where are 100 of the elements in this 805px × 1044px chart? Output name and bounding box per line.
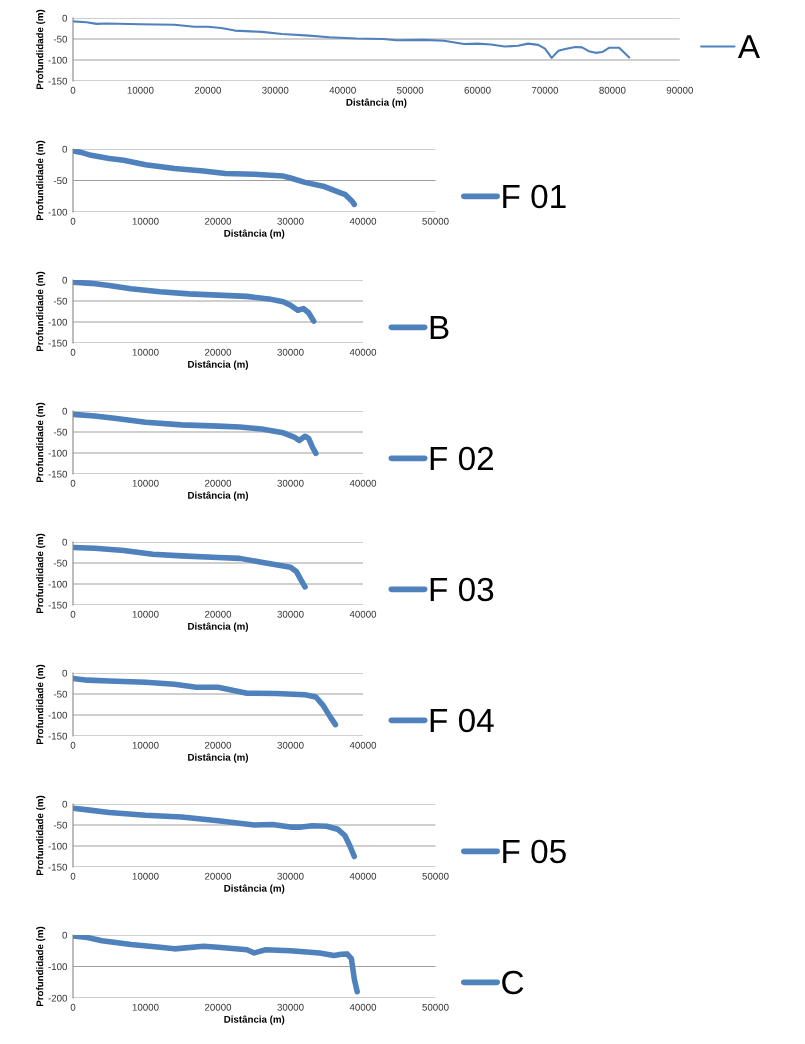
legend-label: F 05 — [503, 839, 566, 864]
y-tick-label: -150 — [48, 339, 68, 347]
y-tick-label: -100 — [48, 963, 68, 971]
y-tick-label: 0 — [62, 14, 68, 22]
y-tick-label: 0 — [62, 145, 68, 153]
y-tick-label: -100 — [48, 711, 68, 719]
y-tick-label: -200 — [48, 994, 68, 1002]
y-tick-label: -50 — [53, 35, 68, 43]
y-tick-label: -100 — [48, 449, 68, 457]
x-tick-label: 30000 — [277, 348, 304, 356]
y-axis-title: Profundidade (m) — [36, 664, 46, 745]
legend-label: F 01 — [503, 184, 566, 209]
legend-label: F 04 — [430, 708, 494, 733]
x-tick-label: 40000 — [349, 1003, 377, 1011]
y-axis-title: Profundidade (m) — [36, 9, 46, 90]
y-tick-label: -50 — [53, 297, 68, 305]
y-tick-label: -150 — [48, 601, 68, 609]
x-tick-label: 20000 — [204, 479, 232, 487]
x-tick-label: 50000 — [397, 86, 424, 94]
x-tick-label: 10000 — [132, 1003, 159, 1011]
legend-label: A — [737, 35, 760, 59]
x-tick-label: 20000 — [204, 348, 232, 356]
x-tick-label: 40000 — [349, 872, 377, 880]
legend-label: B — [430, 316, 449, 340]
y-tick-label: -100 — [48, 318, 68, 326]
y-axis-title: Profundidade (m) — [36, 140, 46, 221]
legend-label: F 02 — [430, 446, 494, 471]
x-tick-label: 20000 — [204, 610, 232, 618]
x-tick-label: 20000 — [204, 217, 232, 225]
x-tick-label: 40000 — [349, 610, 377, 618]
line-series — [73, 20, 631, 59]
x-axis-title: Distância (m) — [224, 229, 285, 239]
y-axis-title: Profundidade (m) — [36, 402, 46, 483]
x-tick-label: 20000 — [194, 86, 221, 94]
y-tick-label: -100 — [48, 56, 68, 64]
x-tick-label: 30000 — [277, 872, 304, 880]
x-tick-label: 20000 — [204, 1003, 232, 1011]
y-tick-label: 0 — [62, 276, 68, 284]
x-tick-label: 40000 — [349, 479, 377, 487]
y-tick-label: 0 — [62, 931, 68, 939]
x-axis-title: Distância (m) — [188, 360, 249, 370]
y-tick-label: -150 — [48, 470, 68, 478]
x-tick-label: 20000 — [204, 872, 232, 880]
legend-label: C — [502, 970, 524, 995]
x-tick-label: 0 — [70, 348, 76, 356]
x-tick-label: 10000 — [127, 86, 154, 94]
x-tick-label: 0 — [70, 1003, 76, 1011]
y-tick-label: 0 — [62, 407, 68, 415]
y-tick-label: -50 — [53, 428, 68, 436]
y-tick-label: -100 — [48, 208, 68, 216]
y-tick-label: -100 — [48, 580, 68, 588]
legend-label: F 03 — [430, 577, 494, 602]
x-tick-label: 10000 — [132, 348, 159, 356]
x-axis-title: Distância (m) — [188, 622, 249, 632]
x-tick-label: 10000 — [132, 872, 159, 880]
x-tick-label: 10000 — [132, 479, 159, 487]
x-axis-title: Distância (m) — [346, 98, 407, 108]
x-tick-label: 30000 — [277, 479, 304, 487]
x-tick-label: 40000 — [349, 741, 377, 749]
x-axis-title: Distância (m) — [188, 491, 249, 501]
y-tick-label: -50 — [53, 177, 68, 185]
x-tick-label: 10000 — [132, 610, 159, 618]
x-tick-label: 90000 — [666, 86, 693, 94]
y-axis-title: Profundidade (m) — [36, 926, 46, 1007]
x-tick-label: 30000 — [277, 741, 304, 749]
x-axis-title: Distância (m) — [224, 884, 285, 894]
x-tick-label: 40000 — [349, 348, 377, 356]
y-tick-label: -100 — [48, 842, 68, 850]
x-axis-title: Distância (m) — [188, 753, 249, 763]
x-tick-label: 0 — [70, 86, 76, 94]
x-tick-label: 30000 — [277, 217, 304, 225]
y-tick-label: -50 — [53, 559, 68, 567]
y-axis-title: Profundidade (m) — [36, 795, 46, 876]
x-tick-label: 0 — [70, 217, 76, 225]
x-tick-label: 10000 — [132, 217, 159, 225]
y-tick-label: 0 — [62, 538, 68, 546]
y-tick-label: -50 — [53, 690, 68, 698]
y-axis-title: Profundidade (m) — [36, 533, 46, 614]
x-tick-label: 50000 — [422, 872, 449, 880]
y-tick-label: -150 — [48, 77, 68, 85]
x-tick-label: 10000 — [132, 741, 159, 749]
x-tick-label: 80000 — [599, 86, 626, 94]
x-tick-label: 0 — [70, 872, 76, 880]
x-tick-label: 20000 — [204, 741, 232, 749]
y-tick-label: -50 — [53, 821, 68, 829]
y-tick-label: 0 — [62, 800, 68, 808]
x-tick-label: 50000 — [422, 217, 449, 225]
x-tick-label: 40000 — [329, 86, 356, 94]
x-tick-label: 30000 — [277, 1003, 304, 1011]
x-tick-label: 40000 — [349, 217, 377, 225]
x-axis-title: Distância (m) — [224, 1015, 285, 1025]
x-tick-label: 0 — [70, 741, 76, 749]
y-tick-label: -150 — [48, 732, 68, 740]
x-tick-label: 30000 — [277, 610, 304, 618]
y-tick-label: -150 — [48, 863, 68, 871]
x-tick-label: 0 — [70, 479, 76, 487]
y-axis-title: Profundidade (m) — [36, 271, 46, 352]
y-tick-label: 0 — [62, 669, 68, 677]
x-tick-label: 70000 — [531, 86, 559, 94]
x-tick-label: 60000 — [464, 86, 491, 94]
